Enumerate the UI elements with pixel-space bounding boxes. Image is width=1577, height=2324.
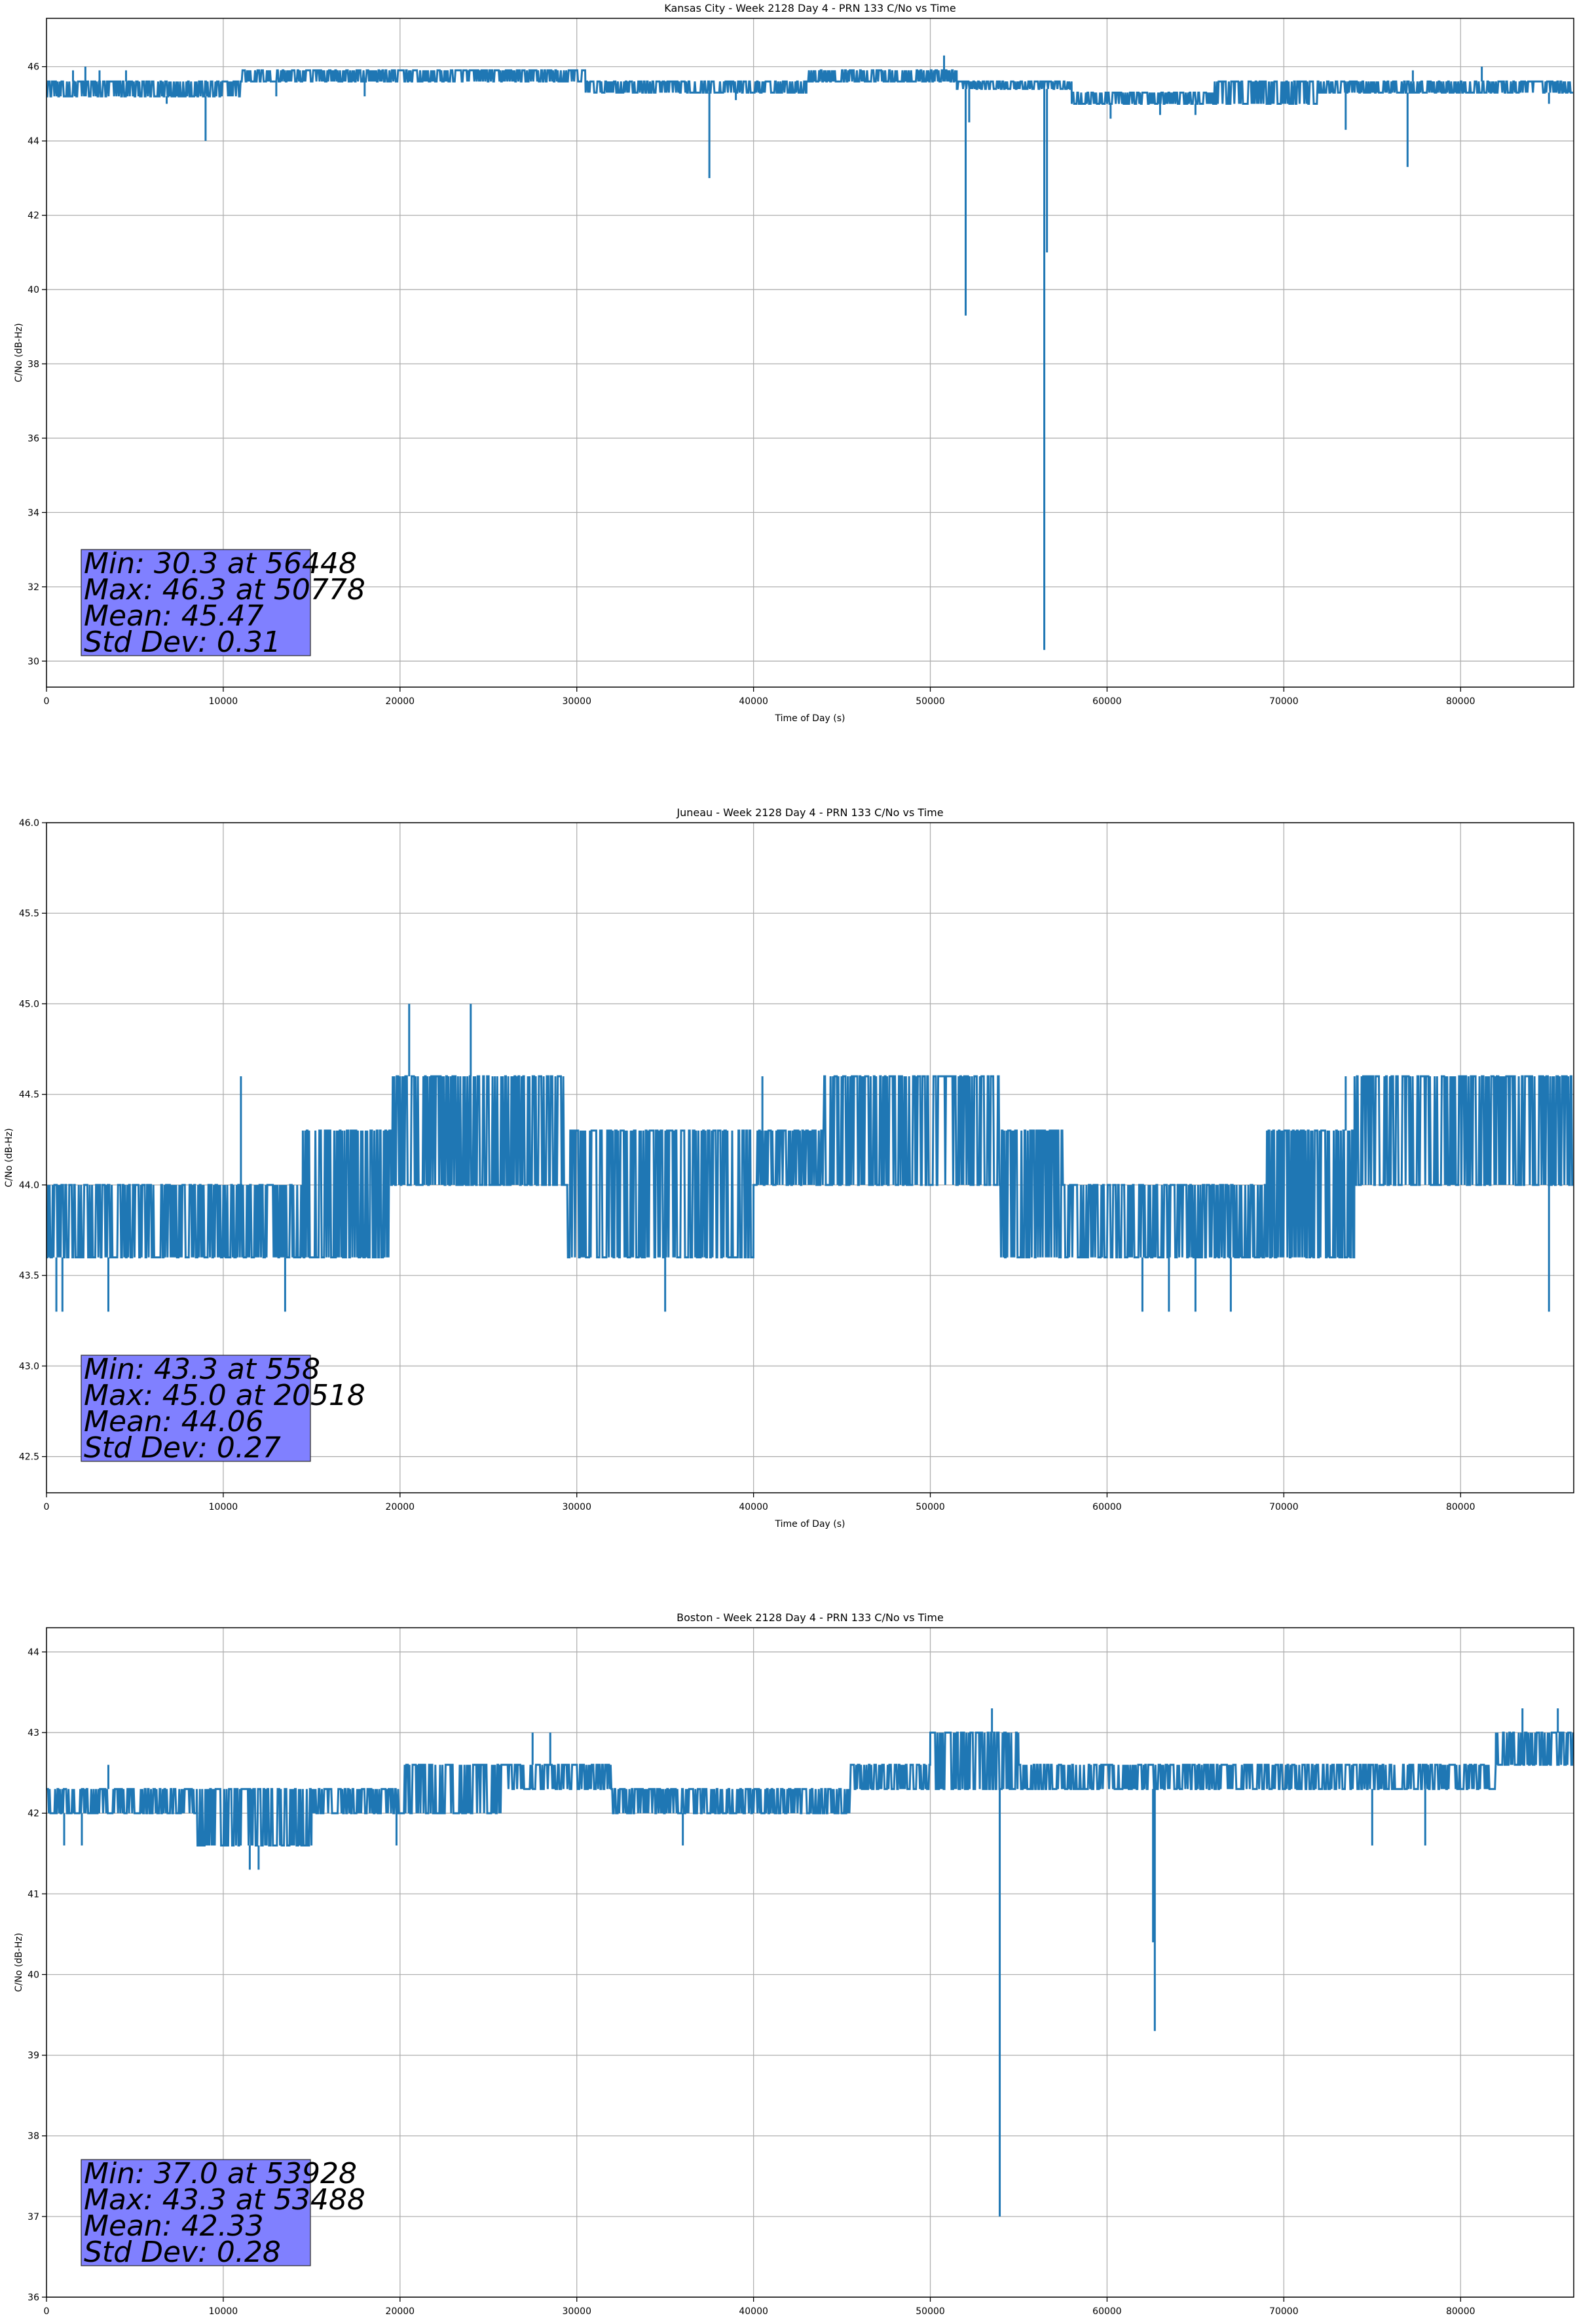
- x-tick-label: 20000: [386, 2306, 415, 2317]
- chart-title: Kansas City - Week 2128 Day 4 - PRN 133 …: [664, 2, 955, 14]
- y-tick-label: 43: [28, 1728, 39, 1738]
- chart-panel-3: 0 10000 20000 30000 40000 50000 60000 70000 8000…: [14, 1611, 1574, 2324]
- x-tick-label: 60000: [1092, 2306, 1122, 2317]
- axes-frame: [46, 1627, 1574, 2298]
- stats-text-line: Std Dev: 0.28: [84, 2236, 281, 2269]
- x-tick-label: 70000: [1269, 2306, 1299, 2317]
- stats-text-line: Min: 30.3 at 56448: [84, 547, 357, 580]
- x-tick-label: 0: [44, 696, 50, 707]
- x-tick-label: 50000: [916, 2306, 945, 2317]
- x-tick-label: 30000: [562, 2306, 591, 2317]
- y-tick-label: 45.5: [19, 909, 39, 919]
- y-tick-label: 36: [28, 2293, 39, 2303]
- axes-frame: [46, 822, 1574, 1493]
- x-tick-label: 10000: [209, 1502, 238, 1512]
- x-tick-label: 40000: [739, 1502, 768, 1512]
- y-tick-label: 40: [28, 1970, 39, 1980]
- x-tick-label: 60000: [1092, 1502, 1122, 1512]
- chart-panel-2: 0 10000 20000 30000 40000 50000 60000 70000 8000…: [4, 806, 1574, 1529]
- axes-frame: [46, 18, 1574, 688]
- y-tick-label: 43.0: [19, 1361, 39, 1372]
- y-tick-label: 42.5: [19, 1452, 39, 1463]
- x-tick-label: 10000: [209, 696, 238, 707]
- stats-box: [81, 1355, 311, 1462]
- y-tick-label: 44: [28, 136, 39, 147]
- y-tick-label: 42: [28, 211, 39, 221]
- y-tick-label: 40: [28, 285, 39, 295]
- y-axis-label: C/No (dB-Hz): [14, 1933, 24, 1992]
- y-tick-label: 38: [28, 360, 39, 370]
- stats-text-line: Mean: 42.33: [84, 2209, 264, 2243]
- x-tick-label: 0: [44, 1502, 50, 1512]
- x-tick-label: 60000: [1092, 696, 1122, 707]
- y-tick-label: 38: [28, 2131, 39, 2142]
- y-tick-label: 39: [28, 2051, 39, 2061]
- x-tick-label: 40000: [739, 2306, 768, 2317]
- x-tick-label: 40000: [739, 696, 768, 707]
- stats-text-line: Mean: 44.06: [84, 1405, 264, 1438]
- x-tick-label: 50000: [916, 1502, 945, 1512]
- x-axis-label: Time of Day (s): [775, 1519, 845, 1529]
- y-tick-label: 46.0: [19, 818, 39, 829]
- y-axis-label: C/No (dB-Hz): [14, 323, 24, 382]
- x-tick-label: 80000: [1446, 696, 1475, 707]
- y-tick-label: 42: [28, 1809, 39, 1819]
- x-tick-label: 30000: [562, 696, 591, 707]
- x-axis-label: Time of Day (s): [775, 713, 845, 724]
- x-tick-label: 0: [44, 2306, 50, 2317]
- x-tick-label: 10000: [209, 2306, 238, 2317]
- x-tick-label: 70000: [1269, 696, 1299, 707]
- stats-text-line: Mean: 45.47: [84, 599, 264, 633]
- y-tick-label: 43.5: [19, 1271, 39, 1281]
- series-line: [46, 69, 1573, 105]
- y-tick-label: 36: [28, 434, 39, 444]
- x-tick-label: 80000: [1446, 1502, 1475, 1512]
- y-tick-label: 46: [28, 62, 39, 73]
- chart-panel-1: 0 10000 20000 30000 40000 50000 60000 70000 8000…: [14, 2, 1574, 724]
- x-tick-label: 80000: [1446, 2306, 1475, 2317]
- stats-box: [81, 549, 311, 656]
- stats-text-line: Std Dev: 0.31: [84, 626, 281, 659]
- x-tick-label: 20000: [386, 1502, 415, 1512]
- x-tick-label: 50000: [916, 696, 945, 707]
- y-tick-label: 34: [28, 508, 39, 518]
- y-tick-label: 44.5: [19, 1090, 39, 1100]
- series-line: [46, 1075, 1574, 1259]
- stats-text-line: Min: 43.3 at 558: [84, 1353, 320, 1386]
- stats-text-line: Max: 43.3 at 53488: [84, 2183, 365, 2217]
- stats-text-line: Std Dev: 0.27: [84, 1431, 281, 1465]
- y-axis-label: C/No (dB-Hz): [4, 1128, 14, 1187]
- y-tick-label: 44: [28, 1647, 39, 1658]
- y-tick-label: 37: [28, 2212, 39, 2222]
- stats-box: [81, 2159, 311, 2266]
- x-tick-label: 70000: [1269, 1502, 1299, 1512]
- stats-text-line: Min: 37.0 at 53928: [84, 2157, 357, 2190]
- y-tick-label: 30: [28, 656, 39, 667]
- chart-title: Juneau - Week 2128 Day 4 - PRN 133 C/No …: [676, 806, 943, 819]
- y-tick-label: 44.0: [19, 1180, 39, 1191]
- stats-text-line: Max: 46.3 at 50778: [84, 573, 365, 607]
- y-tick-label: 45.0: [19, 999, 39, 1009]
- y-tick-label: 41: [28, 1889, 39, 1900]
- series-line: [46, 1731, 1574, 1846]
- chart-title: Boston - Week 2128 Day 4 - PRN 133 C/No …: [677, 1611, 944, 1624]
- x-tick-label: 30000: [562, 1502, 591, 1512]
- x-tick-label: 20000: [386, 696, 415, 707]
- y-tick-label: 32: [28, 582, 39, 593]
- stats-text-line: Max: 45.0 at 20518: [84, 1379, 365, 1412]
